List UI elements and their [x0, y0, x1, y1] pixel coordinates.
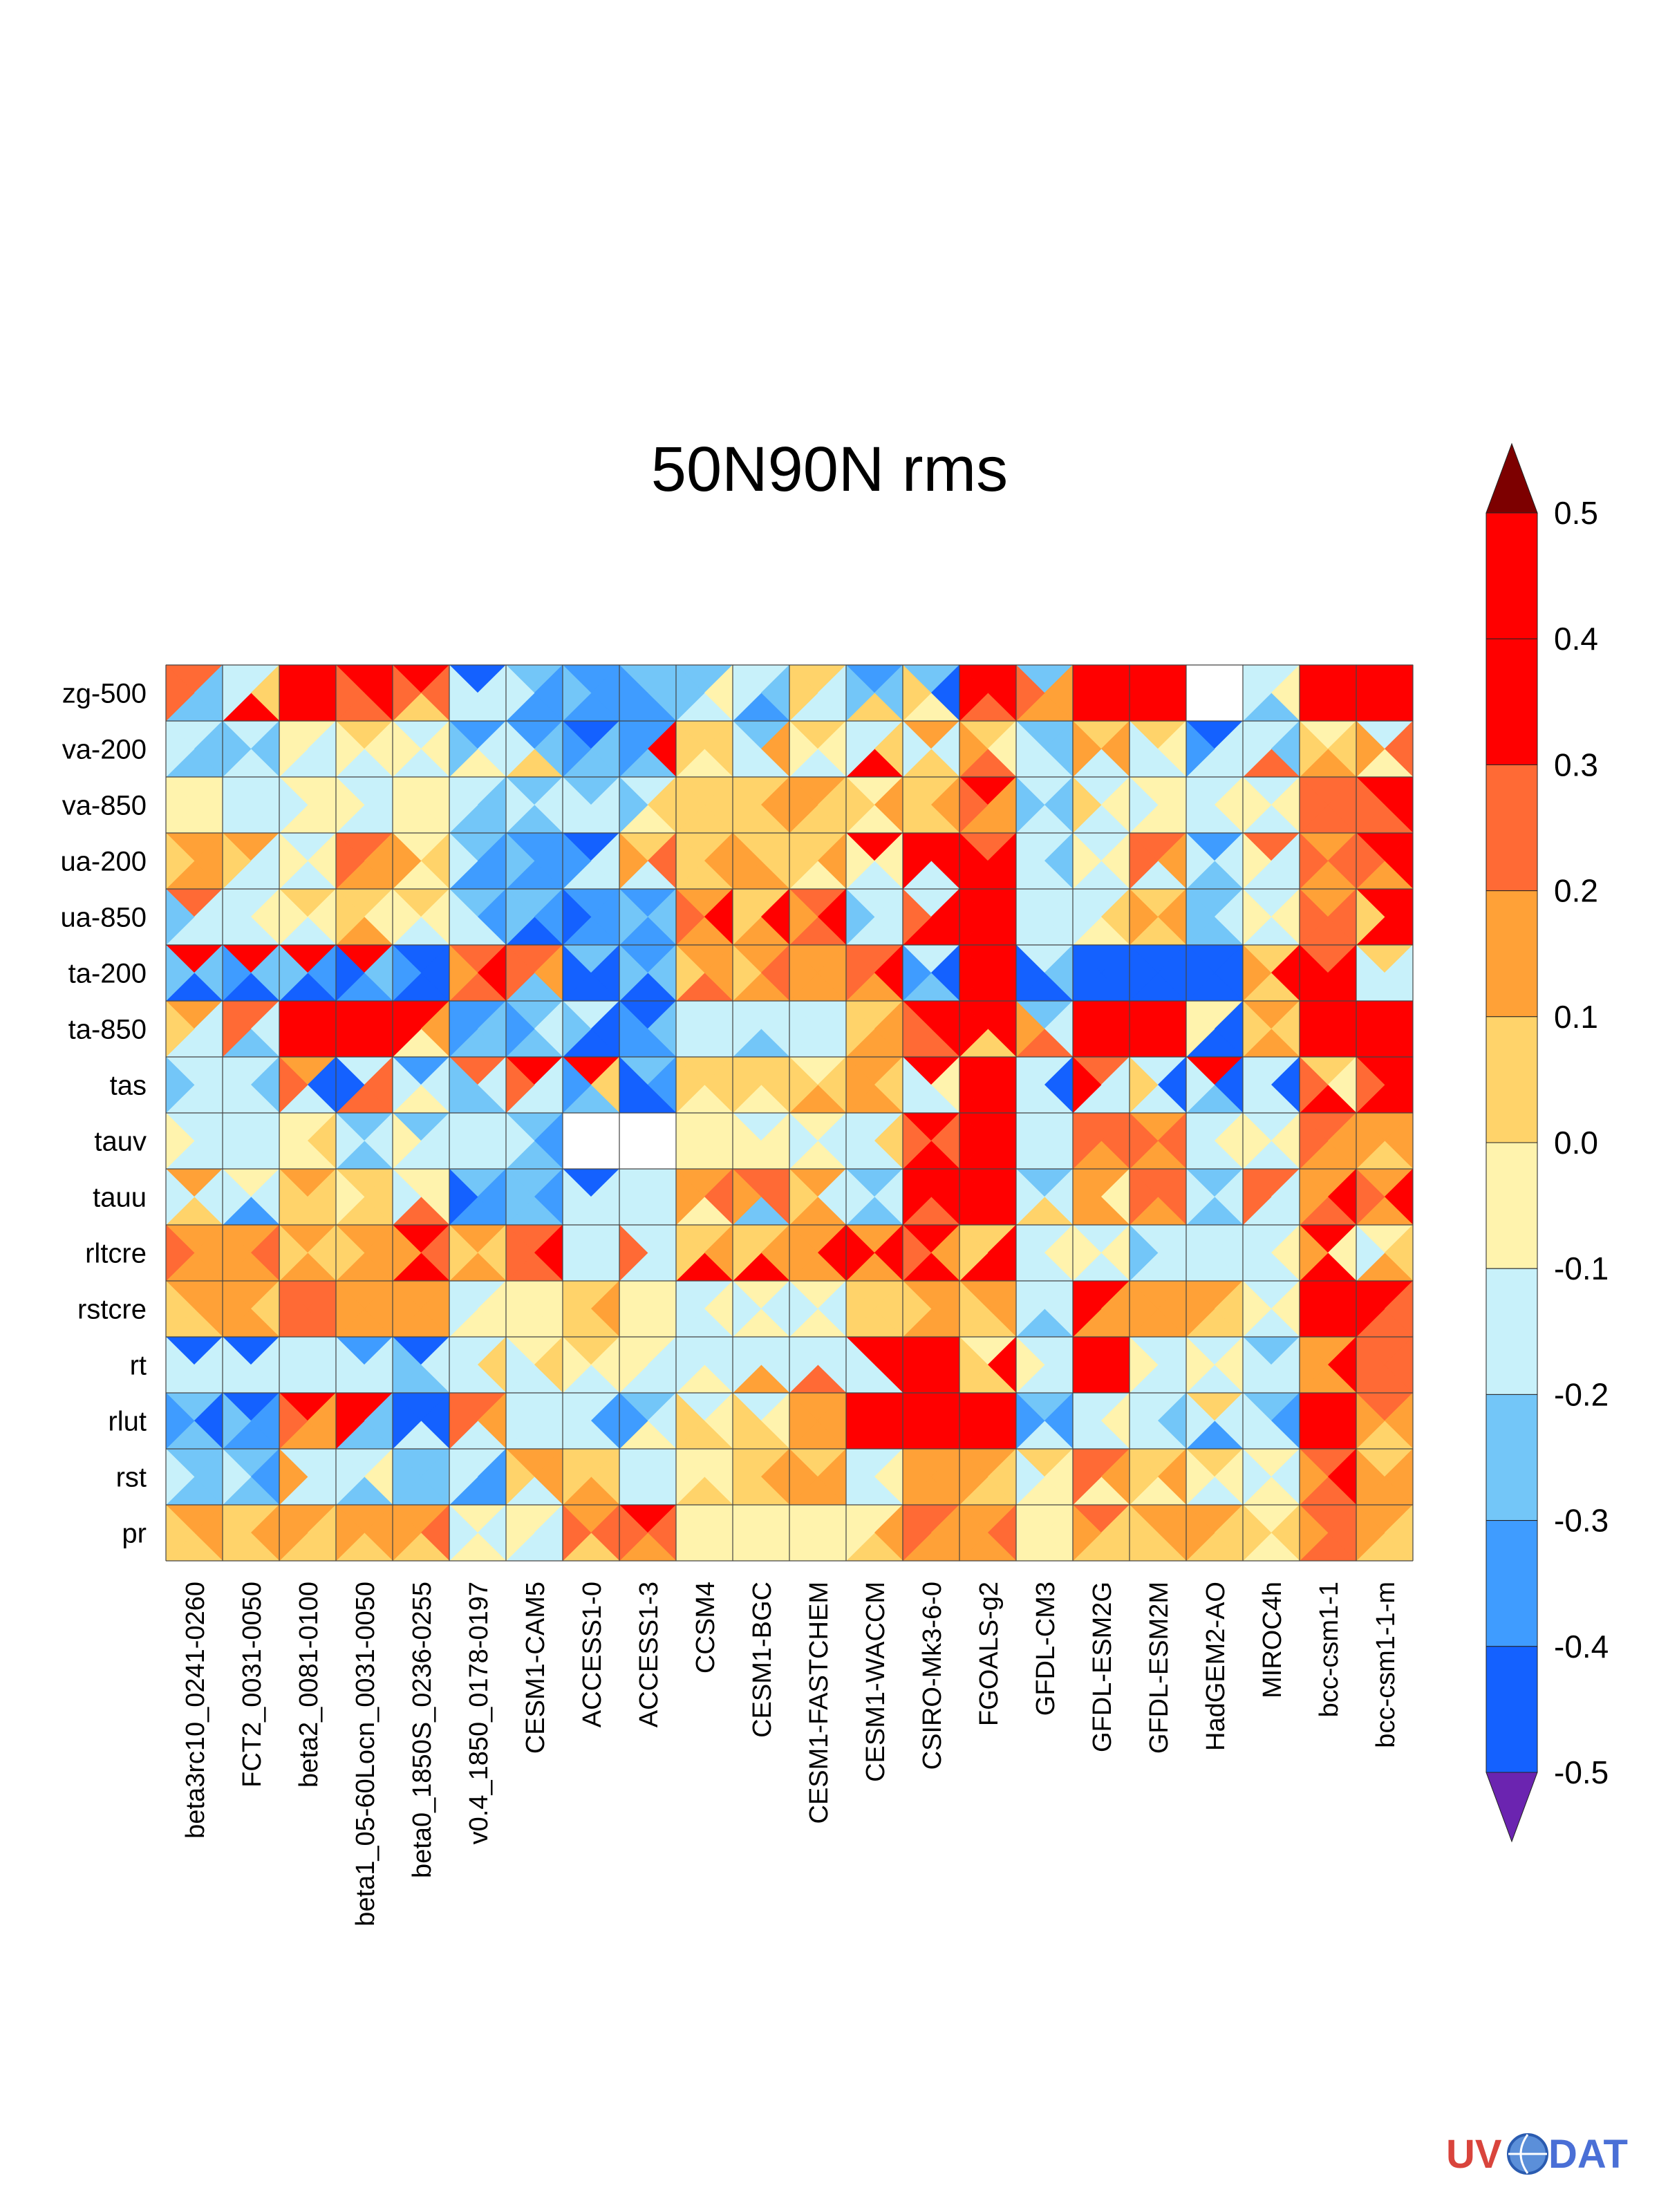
- row-label: ua-850: [60, 903, 147, 933]
- column-label: CESM1-BGC: [748, 1582, 777, 1738]
- column-labels: beta3rc10_0241-0260 FCT2_0031-0050 beta2_0…: [181, 1582, 1400, 1927]
- row-label: va-200: [62, 735, 147, 765]
- globe-meridian: [1508, 2134, 1547, 2174]
- column-label: beta2_0081-0100: [294, 1582, 324, 1788]
- colorbar-band: [1485, 1646, 1538, 1773]
- column-label: bcc-csm1-1-m: [1371, 1582, 1400, 1748]
- chart-title: 50N90N rms: [651, 434, 1008, 505]
- colorbar-tick-label: 0.5: [1554, 495, 1598, 531]
- row-label: rlut: [108, 1407, 147, 1437]
- column-label: CESM1-FASTCHEM: [805, 1582, 834, 1824]
- column-label: CCSM4: [691, 1582, 720, 1674]
- column-label: HadGEM2-AO: [1201, 1582, 1230, 1751]
- column-label: MIROC4h: [1258, 1582, 1287, 1698]
- row-label: ta-850: [68, 1015, 147, 1045]
- uvcdat-logo: UV DAT: [1446, 2132, 1628, 2177]
- column-label: v0.4_1850_0178-0197: [465, 1582, 494, 1844]
- row-label: va-850: [62, 791, 147, 821]
- colorbar-tick-label: -0.1: [1554, 1250, 1609, 1286]
- colorbar-tick-label: -0.3: [1554, 1503, 1609, 1539]
- logo-text-left: UV: [1446, 2132, 1502, 2177]
- colorbar-tick-label: 0.4: [1554, 621, 1598, 657]
- row-label: tauv: [94, 1127, 147, 1157]
- row-label: rst: [116, 1463, 147, 1493]
- colorbar-tick-label: -0.4: [1554, 1629, 1609, 1665]
- colorbar-tick-label: 0.0: [1554, 1125, 1598, 1161]
- row-label: tauu: [93, 1183, 147, 1213]
- heatmap-cells: [165, 664, 1414, 1562]
- colorbar-tick-label: -0.2: [1554, 1376, 1609, 1412]
- column-label: CESM1-CAM5: [521, 1582, 550, 1754]
- colorbar-band: [1485, 1394, 1538, 1521]
- column-label: ACCESS1-3: [635, 1582, 664, 1727]
- column-label: GFDL-CM3: [1031, 1582, 1060, 1716]
- colorbar-tick-label: 0.2: [1554, 873, 1598, 909]
- column-label: ACCESS1-0: [578, 1582, 607, 1727]
- colorbar-band: [1485, 1520, 1538, 1647]
- colorbar-over-arrow: [1485, 442, 1538, 514]
- column-label: GFDL-ESM2M: [1145, 1582, 1174, 1754]
- row-label: ua-200: [60, 847, 147, 877]
- colorbar-tick-label: 0.1: [1554, 999, 1598, 1035]
- row-label: zg-500: [62, 679, 147, 709]
- heatmap-grid: [165, 664, 1414, 1562]
- column-label: CESM1-WACCM: [861, 1582, 890, 1782]
- colorbar-band: [1485, 638, 1538, 765]
- row-label: rstcre: [77, 1295, 147, 1325]
- colorbar-band: [1485, 764, 1538, 892]
- colorbar-under-arrow: [1485, 1772, 1538, 1843]
- colorbar-band: [1485, 890, 1538, 1018]
- column-label: GFDL-ESM2G: [1088, 1582, 1117, 1752]
- column-label: bcc-csm1-1: [1315, 1582, 1344, 1717]
- row-label: rt: [130, 1351, 147, 1381]
- colorbar: [1485, 442, 1538, 1843]
- row-label: ta-200: [68, 959, 147, 989]
- colorbar-band: [1485, 512, 1538, 639]
- row-label: tas: [110, 1071, 147, 1101]
- colorbar-band: [1485, 1142, 1538, 1269]
- colorbar-band: [1485, 1268, 1538, 1395]
- row-labels: zg-500 va-200 va-850 ua-200 ua-850 ta-200 ta-8…: [60, 679, 147, 1549]
- colorbar-tick-label: -0.5: [1554, 1754, 1609, 1790]
- column-label: CSIRO-Mk3-6-0: [918, 1582, 947, 1770]
- colorbar-tick-labels: 0.5 0.4 0.3 0.2 0.1 0.0 -0.1 -0.2 -0.3 -0.4 -0.5: [1554, 495, 1609, 1790]
- column-label: beta3rc10_0241-0260: [181, 1582, 210, 1839]
- column-label: beta1_05-60Locn_0031-0050: [351, 1582, 380, 1927]
- row-label: rltcre: [85, 1239, 147, 1269]
- column-label: beta0_1850S_0236-0255: [408, 1582, 437, 1878]
- row-label: pr: [122, 1519, 147, 1549]
- column-label: FCT2_0031-0050: [238, 1582, 267, 1788]
- colorbar-tick-label: 0.3: [1554, 747, 1598, 782]
- column-label: FGOALS-g2: [975, 1582, 1004, 1726]
- logo-text-right: DAT: [1548, 2132, 1628, 2177]
- colorbar-band: [1485, 1016, 1538, 1143]
